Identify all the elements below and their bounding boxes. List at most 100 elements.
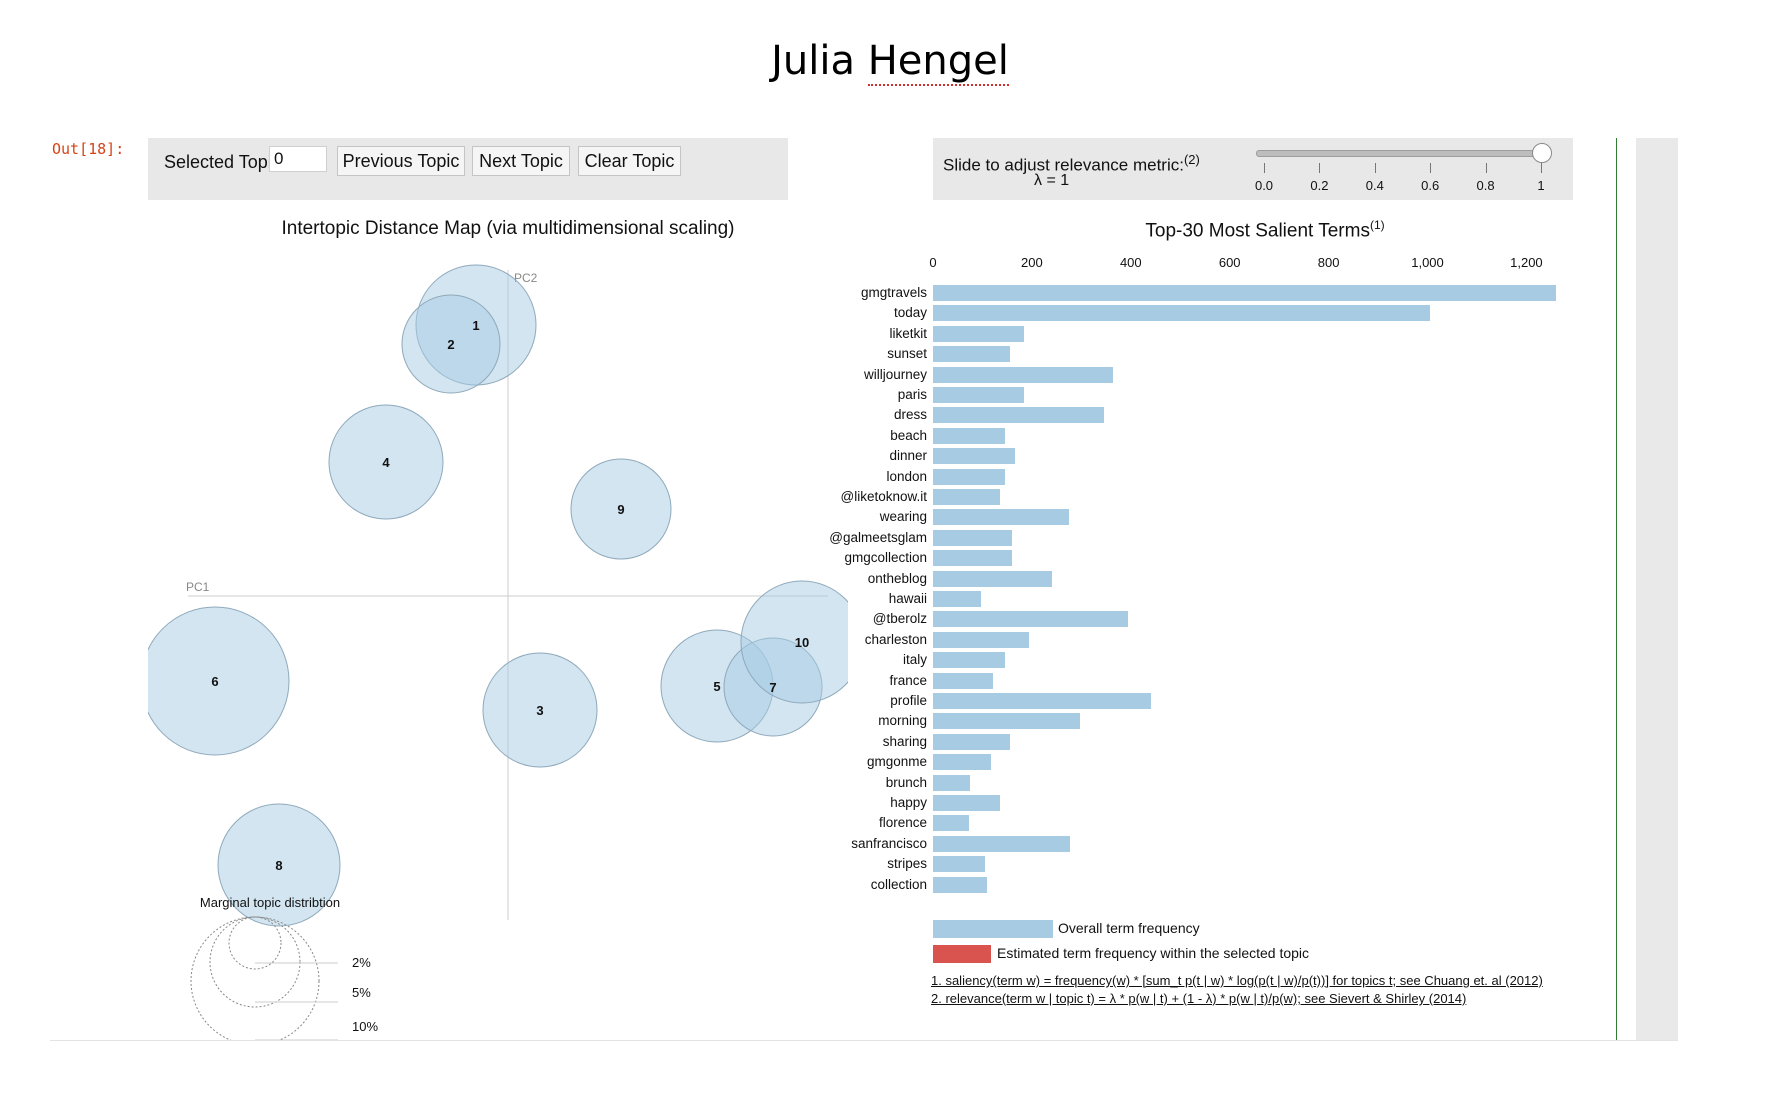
next-topic-button[interactable]: Next Topic <box>472 146 570 176</box>
pc2-axis-label: PC2 <box>514 271 538 285</box>
term-label[interactable]: stripes <box>887 856 927 872</box>
term-label[interactable]: liketkit <box>889 325 927 341</box>
term-label[interactable]: @tberolz <box>872 611 927 627</box>
slider-tick-label: 0.6 <box>1421 178 1440 193</box>
term-label[interactable]: italy <box>902 652 927 668</box>
term-frequency-bar[interactable] <box>933 774 971 791</box>
term-label[interactable]: today <box>893 305 927 321</box>
marginal-distribution-legend: 2% 5% 10% <box>190 916 378 1040</box>
clear-topic-button[interactable]: Clear Topic <box>578 146 681 176</box>
term-frequency-bar[interactable] <box>933 387 1025 403</box>
selected-topic-input[interactable]: 0 <box>269 146 327 172</box>
term-frequency-bar[interactable] <box>933 407 1104 424</box>
term-label[interactable]: collection <box>870 876 927 892</box>
term-frequency-bar[interactable] <box>933 448 1015 465</box>
slider-tick-label: 0.4 <box>1365 178 1384 193</box>
slider-tick <box>1485 163 1487 173</box>
topic-circle-2[interactable] <box>401 294 501 394</box>
term-label[interactable]: willjourney <box>863 366 927 382</box>
previous-topic-button[interactable]: Previous Topic <box>337 146 465 176</box>
term-label[interactable]: profile <box>890 693 927 708</box>
term-frequency-bar[interactable] <box>933 509 1069 526</box>
term-label[interactable]: florence <box>878 815 927 831</box>
salient-terms-title: Top-30 Most Salient Terms(1) <box>1145 218 1384 242</box>
term-label[interactable]: sharing <box>882 733 927 749</box>
term-label[interactable]: hawaii <box>888 591 927 606</box>
term-frequency-bar[interactable] <box>933 876 988 893</box>
term-label[interactable]: @galmeetsglam <box>829 529 927 545</box>
footnote-relevance: 2. relevance(term w | topic t) = λ * p(w… <box>931 991 1467 1006</box>
term-label[interactable]: wearing <box>879 509 927 525</box>
topic-circle-8[interactable] <box>217 803 341 927</box>
term-frequency-bar[interactable] <box>933 285 1557 301</box>
term-label[interactable]: happy <box>890 795 927 810</box>
term-frequency-bar[interactable] <box>933 672 994 689</box>
term-label[interactable]: charleston <box>864 631 927 647</box>
term-frequency-bar[interactable] <box>933 713 1080 730</box>
term-label[interactable]: morning <box>878 713 927 729</box>
document-title: Julia Hengel <box>0 38 1780 86</box>
slider-tick-label: 0.0 <box>1254 178 1274 193</box>
lambda-value-text: λ = 1 <box>1034 172 1070 189</box>
slider-tick <box>1319 163 1321 173</box>
term-frequency-bar[interactable] <box>933 611 1129 628</box>
term-frequency-bar[interactable] <box>933 529 1013 546</box>
term-frequency-bar[interactable] <box>933 856 985 873</box>
legend-estimated-swatch <box>933 945 991 963</box>
term-label[interactable]: beach <box>890 427 927 443</box>
relevance-slider-handle[interactable] <box>1532 143 1552 163</box>
term-label[interactable]: sanfrancisco <box>851 835 927 851</box>
relevance-slider-track[interactable] <box>1256 150 1550 157</box>
term-frequency-bar[interactable] <box>933 754 991 771</box>
slider-tick-label: 0.2 <box>1310 178 1329 193</box>
term-frequency-bar[interactable] <box>933 733 1010 750</box>
term-frequency-bar[interactable] <box>933 570 1052 587</box>
bar-axis-tick-label: 800 <box>1317 255 1340 270</box>
topic-label-10: 10 <box>795 635 809 650</box>
term-frequency-bar[interactable] <box>933 591 981 607</box>
term-label[interactable]: france <box>889 672 927 688</box>
topic-label-5: 5 <box>713 679 720 694</box>
term-label[interactable]: dress <box>893 407 927 423</box>
term-frequency-bar[interactable] <box>933 366 1114 383</box>
term-label[interactable]: gmgcollection <box>844 550 927 566</box>
document-title-first: Julia <box>771 38 868 84</box>
topic-circle-4[interactable] <box>328 404 444 520</box>
term-frequency-bar[interactable] <box>933 631 1030 648</box>
topic-circle-10[interactable] <box>740 580 848 704</box>
term-label[interactable]: gmgonme <box>866 754 927 770</box>
term-frequency-bar[interactable] <box>933 550 1013 567</box>
term-frequency-bar[interactable] <box>933 652 1005 669</box>
term-label[interactable]: gmgtravels <box>860 285 927 300</box>
term-frequency-bar[interactable] <box>933 693 1151 709</box>
bar-axis-tick-label: 1,200 <box>1510 255 1543 270</box>
term-frequency-bar[interactable] <box>933 815 969 832</box>
term-frequency-bar[interactable] <box>933 427 1005 444</box>
bar-axis-tick-label: 400 <box>1119 255 1142 270</box>
topic-circle-9[interactable] <box>570 458 672 560</box>
topic-circle-6[interactable] <box>148 606 290 756</box>
term-label[interactable]: brunch <box>885 774 927 790</box>
term-frequency-bar[interactable] <box>933 305 1430 322</box>
term-label[interactable]: dinner <box>889 448 927 464</box>
intertopic-map-title: Intertopic Distance Map (via multidimens… <box>281 218 735 239</box>
pc1-axis-label: PC1 <box>186 580 210 594</box>
footnote-saliency: 1. saliency(term w) = frequency(w) * [su… <box>931 973 1543 988</box>
output-bottom-border <box>50 1040 1678 1041</box>
notebook-scrollbar[interactable] <box>1636 138 1678 1040</box>
term-frequency-bar[interactable] <box>933 325 1025 342</box>
term-frequency-bar[interactable] <box>933 346 1010 363</box>
term-frequency-bar[interactable] <box>933 468 1005 485</box>
term-frequency-bar[interactable] <box>933 835 1070 852</box>
term-label[interactable]: paris <box>897 387 927 402</box>
topic-circle-3[interactable] <box>482 652 598 768</box>
term-label[interactable]: london <box>886 468 927 484</box>
marginal-distribution-title: Marginal topic distribtion <box>200 895 340 910</box>
topic-label-1: 1 <box>472 318 479 333</box>
term-label[interactable]: sunset <box>887 346 927 362</box>
term-frequency-bar[interactable] <box>933 795 1000 811</box>
term-label[interactable]: ontheblog <box>867 570 927 586</box>
term-frequency-bar[interactable] <box>933 489 1000 505</box>
term-label[interactable]: @liketoknow.it <box>840 489 928 504</box>
marginal-label-10pct: 10% <box>352 1019 378 1034</box>
